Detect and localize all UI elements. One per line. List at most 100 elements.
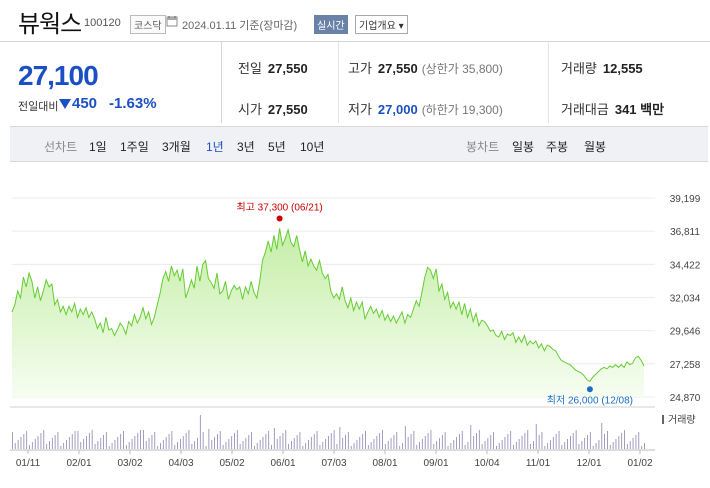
volume-bar	[299, 432, 301, 449]
stock-code: 100120	[84, 17, 121, 29]
volume-bar	[393, 435, 395, 449]
volume-bar	[123, 431, 124, 449]
volume-bar	[470, 425, 472, 449]
tab-weekly[interactable]: 주봉	[546, 140, 569, 154]
tab-daily[interactable]: 일봉	[512, 140, 535, 154]
volume-bar	[174, 445, 176, 449]
volume-bar	[143, 430, 144, 449]
volume-bar	[339, 427, 341, 449]
tab-1y[interactable]: 1년	[206, 140, 224, 154]
volume-bar	[97, 441, 99, 449]
volume-bar	[43, 430, 45, 449]
volume-bar	[228, 439, 230, 449]
volume-legend-label: 거래량	[668, 414, 696, 426]
volume-bar	[26, 431, 28, 449]
volume-bar	[572, 433, 574, 449]
tab-3y[interactable]: 3년	[237, 140, 255, 154]
y-axis-ticks: 39,199 36,811 34,422 32,034 29,646 27,258 24,8…	[670, 194, 701, 404]
volume-bar	[74, 431, 76, 449]
x-tick-label: 08/01	[372, 458, 397, 469]
volume-bar	[638, 432, 640, 449]
volume-bar	[424, 436, 426, 449]
x-tick-label: 05/02	[219, 458, 244, 469]
x-tick-label: 09/01	[423, 458, 448, 469]
volume-bar	[91, 430, 93, 449]
x-tick-label: 01/02	[627, 458, 652, 469]
volume-bar	[624, 430, 625, 449]
volume-bar	[530, 444, 531, 449]
tab-3m[interactable]: 3개월	[162, 140, 191, 154]
volume-bar	[365, 431, 366, 449]
stock-header: 뷰웍스 100120 코스닥 2024.01.11 기준(장마감) 실시간 기업…	[0, 0, 710, 42]
volume-bar	[430, 430, 432, 449]
stock-name: 뷰웍스	[18, 11, 82, 38]
low-annotation: 최저 26,000 (12/08)	[547, 394, 633, 406]
volume-bar	[447, 446, 449, 449]
current-price-box: 27,100 전일대비 450 -1.63%	[0, 42, 222, 123]
tab-10y[interactable]: 10년	[300, 140, 325, 154]
tab-monthly[interactable]: 월봉	[584, 140, 607, 154]
volume-bar	[436, 441, 438, 449]
volume-bar	[618, 436, 620, 449]
volume-bar	[356, 440, 358, 449]
volume-bar	[336, 444, 338, 449]
volume-bar	[182, 436, 184, 449]
volume-bar	[148, 438, 150, 449]
down-triangle-icon	[59, 99, 71, 109]
volume-bar	[134, 436, 136, 449]
volume-bar	[350, 446, 352, 449]
tab-1w[interactable]: 1주일	[120, 140, 149, 154]
volume-bar	[359, 437, 361, 449]
volume-bar	[86, 436, 87, 449]
volume-bar	[71, 434, 73, 449]
volume-bar	[160, 443, 161, 449]
open-cell: 시가 27,550	[238, 99, 308, 118]
y-tick-label: 34,422	[670, 260, 701, 271]
volume-bar	[453, 440, 455, 449]
volume-bar	[194, 441, 196, 449]
volume-bar	[589, 432, 591, 449]
volume-bar	[498, 443, 500, 449]
y-tick-label: 36,811	[670, 227, 700, 238]
volume-bar	[535, 424, 537, 449]
volume-bar	[587, 435, 588, 449]
tab-1d[interactable]: 1일	[89, 140, 107, 154]
company-overview-dropdown[interactable]: 기업개요 ▾	[355, 15, 408, 34]
realtime-button[interactable]: 실시간	[314, 15, 348, 34]
volume-bar	[421, 439, 423, 449]
price-line	[11, 228, 645, 382]
volume-bar	[402, 443, 403, 449]
volume-bar	[125, 445, 127, 449]
volume-bar	[612, 442, 614, 449]
volume-bar	[333, 430, 335, 449]
line-chart-label: 선차트	[44, 140, 78, 154]
volume-bar	[80, 442, 82, 449]
x-tick-label: 01/11	[16, 458, 41, 469]
volume-bar	[245, 438, 247, 449]
price-chart: 39,199 36,811 34,422 32,034 29,646 27,258 24,8…	[10, 194, 701, 469]
x-tick-label: 02/01	[66, 458, 91, 469]
volume-bar	[37, 436, 39, 449]
volume-bar	[63, 443, 65, 449]
volume-bar	[305, 443, 307, 449]
price-change: 450	[72, 95, 98, 112]
volume-bar	[464, 445, 466, 449]
volume-bar	[478, 430, 480, 449]
volume-bar	[592, 446, 594, 449]
volume-bar	[285, 430, 287, 449]
volume-bar	[57, 432, 59, 449]
volume-bar	[308, 440, 309, 449]
volume-legend-swatch	[662, 415, 664, 424]
volume-bar	[629, 441, 631, 449]
volume-bar	[302, 446, 304, 449]
volume-bar	[501, 440, 503, 449]
volume-bar	[493, 432, 494, 449]
volume-bar	[510, 431, 512, 449]
volume-bar	[416, 445, 418, 449]
volume-bar	[609, 445, 611, 449]
volume-bar	[541, 432, 543, 449]
tab-5y[interactable]: 5년	[268, 140, 286, 154]
volume-bar	[34, 439, 36, 449]
volume-bars	[12, 415, 645, 449]
volume-bar	[202, 432, 204, 449]
